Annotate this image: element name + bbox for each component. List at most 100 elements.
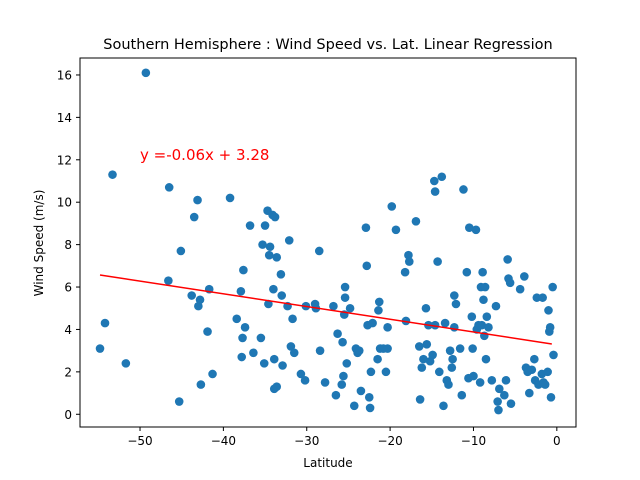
data-point (538, 293, 547, 302)
data-point (469, 371, 478, 381)
data-point (543, 367, 552, 377)
x-tick-label: −20 (377, 434, 402, 448)
data-point (520, 272, 529, 281)
data-point (337, 380, 347, 389)
data-point (515, 284, 525, 294)
data-point (164, 183, 174, 192)
data-point (494, 405, 503, 415)
data-point (237, 352, 247, 362)
y-tick-label: 8 (64, 238, 72, 252)
data-point (286, 342, 296, 351)
data-point (465, 223, 474, 232)
data-point (503, 255, 512, 264)
data-point (457, 390, 467, 400)
data-point (459, 185, 468, 194)
y-tick-label: 10 (57, 196, 72, 210)
regression-equation: y =-0.06x + 3.28 (140, 146, 269, 164)
data-point (491, 301, 501, 311)
data-point (368, 318, 377, 328)
data-point (195, 295, 205, 305)
data-point (434, 367, 444, 377)
data-point (400, 267, 410, 277)
data-point (100, 318, 110, 328)
data-point (505, 278, 515, 288)
data-point (320, 378, 330, 387)
data-point (422, 339, 432, 349)
data-point (437, 172, 447, 182)
data-point (176, 246, 186, 256)
data-point (481, 354, 491, 364)
data-point (296, 369, 306, 379)
data-point (482, 312, 492, 322)
data-point (340, 293, 350, 302)
data-point (449, 291, 459, 300)
data-point (501, 376, 511, 385)
data-point (187, 291, 196, 300)
x-tick-label: −50 (127, 434, 152, 448)
data-point (203, 327, 212, 336)
data-point (225, 193, 235, 203)
data-point (374, 297, 384, 307)
data-point (331, 390, 341, 400)
data-point (365, 403, 375, 413)
data-point (276, 270, 286, 279)
x-tick-label: −30 (294, 434, 319, 448)
data-point (193, 195, 202, 205)
data-point (373, 354, 382, 364)
data-point (411, 216, 421, 226)
data-point (467, 312, 477, 322)
data-point (477, 320, 487, 330)
data-point (232, 314, 242, 324)
data-point (208, 369, 217, 379)
data-point (428, 350, 437, 360)
chart-title: Southern Hemisphere : Wind Speed vs. Lat… (103, 37, 552, 53)
data-point (340, 282, 350, 292)
data-point (468, 344, 477, 353)
data-point (451, 299, 461, 309)
x-tick-label: −10 (461, 434, 486, 448)
data-point (440, 318, 450, 328)
data-point (545, 323, 555, 332)
data-point (249, 348, 258, 358)
data-point (361, 223, 371, 232)
data-point (277, 291, 287, 300)
data-point (269, 284, 278, 294)
data-point (449, 323, 459, 332)
data-point (471, 225, 481, 235)
data-point (444, 380, 453, 389)
data-point (419, 354, 428, 364)
data-point (430, 320, 440, 330)
y-tick-label: 0 (64, 408, 72, 422)
data-point (189, 212, 199, 222)
data-point (354, 346, 364, 355)
data-point (404, 250, 413, 260)
data-point (462, 267, 472, 277)
y-tick-label: 4 (64, 323, 72, 337)
data-point (366, 367, 376, 377)
data-point (447, 363, 457, 372)
data-point (245, 221, 255, 230)
y-tick-label: 14 (57, 111, 72, 125)
data-point (265, 242, 275, 252)
data-point (374, 306, 383, 315)
data-point (284, 236, 294, 245)
data-point (108, 170, 117, 179)
data-point (445, 346, 455, 355)
data-point (540, 380, 550, 389)
data-point (270, 212, 280, 222)
data-point (430, 187, 440, 196)
data-point (333, 329, 342, 338)
data-point (387, 202, 397, 211)
data-point (272, 382, 282, 392)
data-point (314, 246, 324, 256)
data-point (258, 240, 267, 249)
data-point (548, 282, 557, 292)
data-point (439, 401, 448, 411)
data-point (362, 261, 372, 271)
data-point (530, 354, 539, 364)
data-point (329, 301, 338, 311)
data-point (315, 346, 325, 355)
data-point (300, 376, 310, 385)
